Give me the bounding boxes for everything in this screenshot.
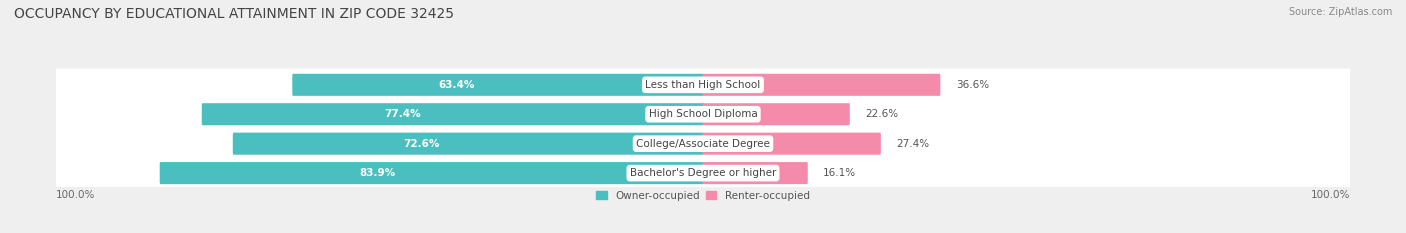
Text: 72.6%: 72.6%: [404, 139, 440, 149]
Legend: Owner-occupied, Renter-occupied: Owner-occupied, Renter-occupied: [595, 188, 811, 203]
FancyBboxPatch shape: [56, 157, 1350, 187]
FancyBboxPatch shape: [703, 103, 849, 125]
Text: 16.1%: 16.1%: [824, 168, 856, 178]
FancyBboxPatch shape: [703, 133, 880, 155]
FancyBboxPatch shape: [703, 162, 808, 184]
Text: Bachelor's Degree or higher: Bachelor's Degree or higher: [630, 168, 776, 178]
FancyBboxPatch shape: [56, 69, 1350, 99]
Text: 100.0%: 100.0%: [1310, 190, 1350, 200]
FancyBboxPatch shape: [202, 103, 703, 125]
FancyBboxPatch shape: [56, 98, 1350, 128]
Text: 22.6%: 22.6%: [865, 109, 898, 119]
FancyBboxPatch shape: [292, 74, 703, 96]
Text: High School Diploma: High School Diploma: [648, 109, 758, 119]
Text: 27.4%: 27.4%: [897, 139, 929, 149]
FancyBboxPatch shape: [703, 74, 941, 96]
Text: 63.4%: 63.4%: [439, 80, 475, 90]
FancyBboxPatch shape: [233, 133, 703, 155]
Text: 77.4%: 77.4%: [384, 109, 420, 119]
FancyBboxPatch shape: [56, 127, 1350, 158]
Text: OCCUPANCY BY EDUCATIONAL ATTAINMENT IN ZIP CODE 32425: OCCUPANCY BY EDUCATIONAL ATTAINMENT IN Z…: [14, 7, 454, 21]
FancyBboxPatch shape: [160, 162, 703, 184]
Text: 36.6%: 36.6%: [956, 80, 988, 90]
Text: 100.0%: 100.0%: [56, 190, 96, 200]
Text: College/Associate Degree: College/Associate Degree: [636, 139, 770, 149]
Text: 83.9%: 83.9%: [360, 168, 395, 178]
Text: Source: ZipAtlas.com: Source: ZipAtlas.com: [1288, 7, 1392, 17]
Text: Less than High School: Less than High School: [645, 80, 761, 90]
